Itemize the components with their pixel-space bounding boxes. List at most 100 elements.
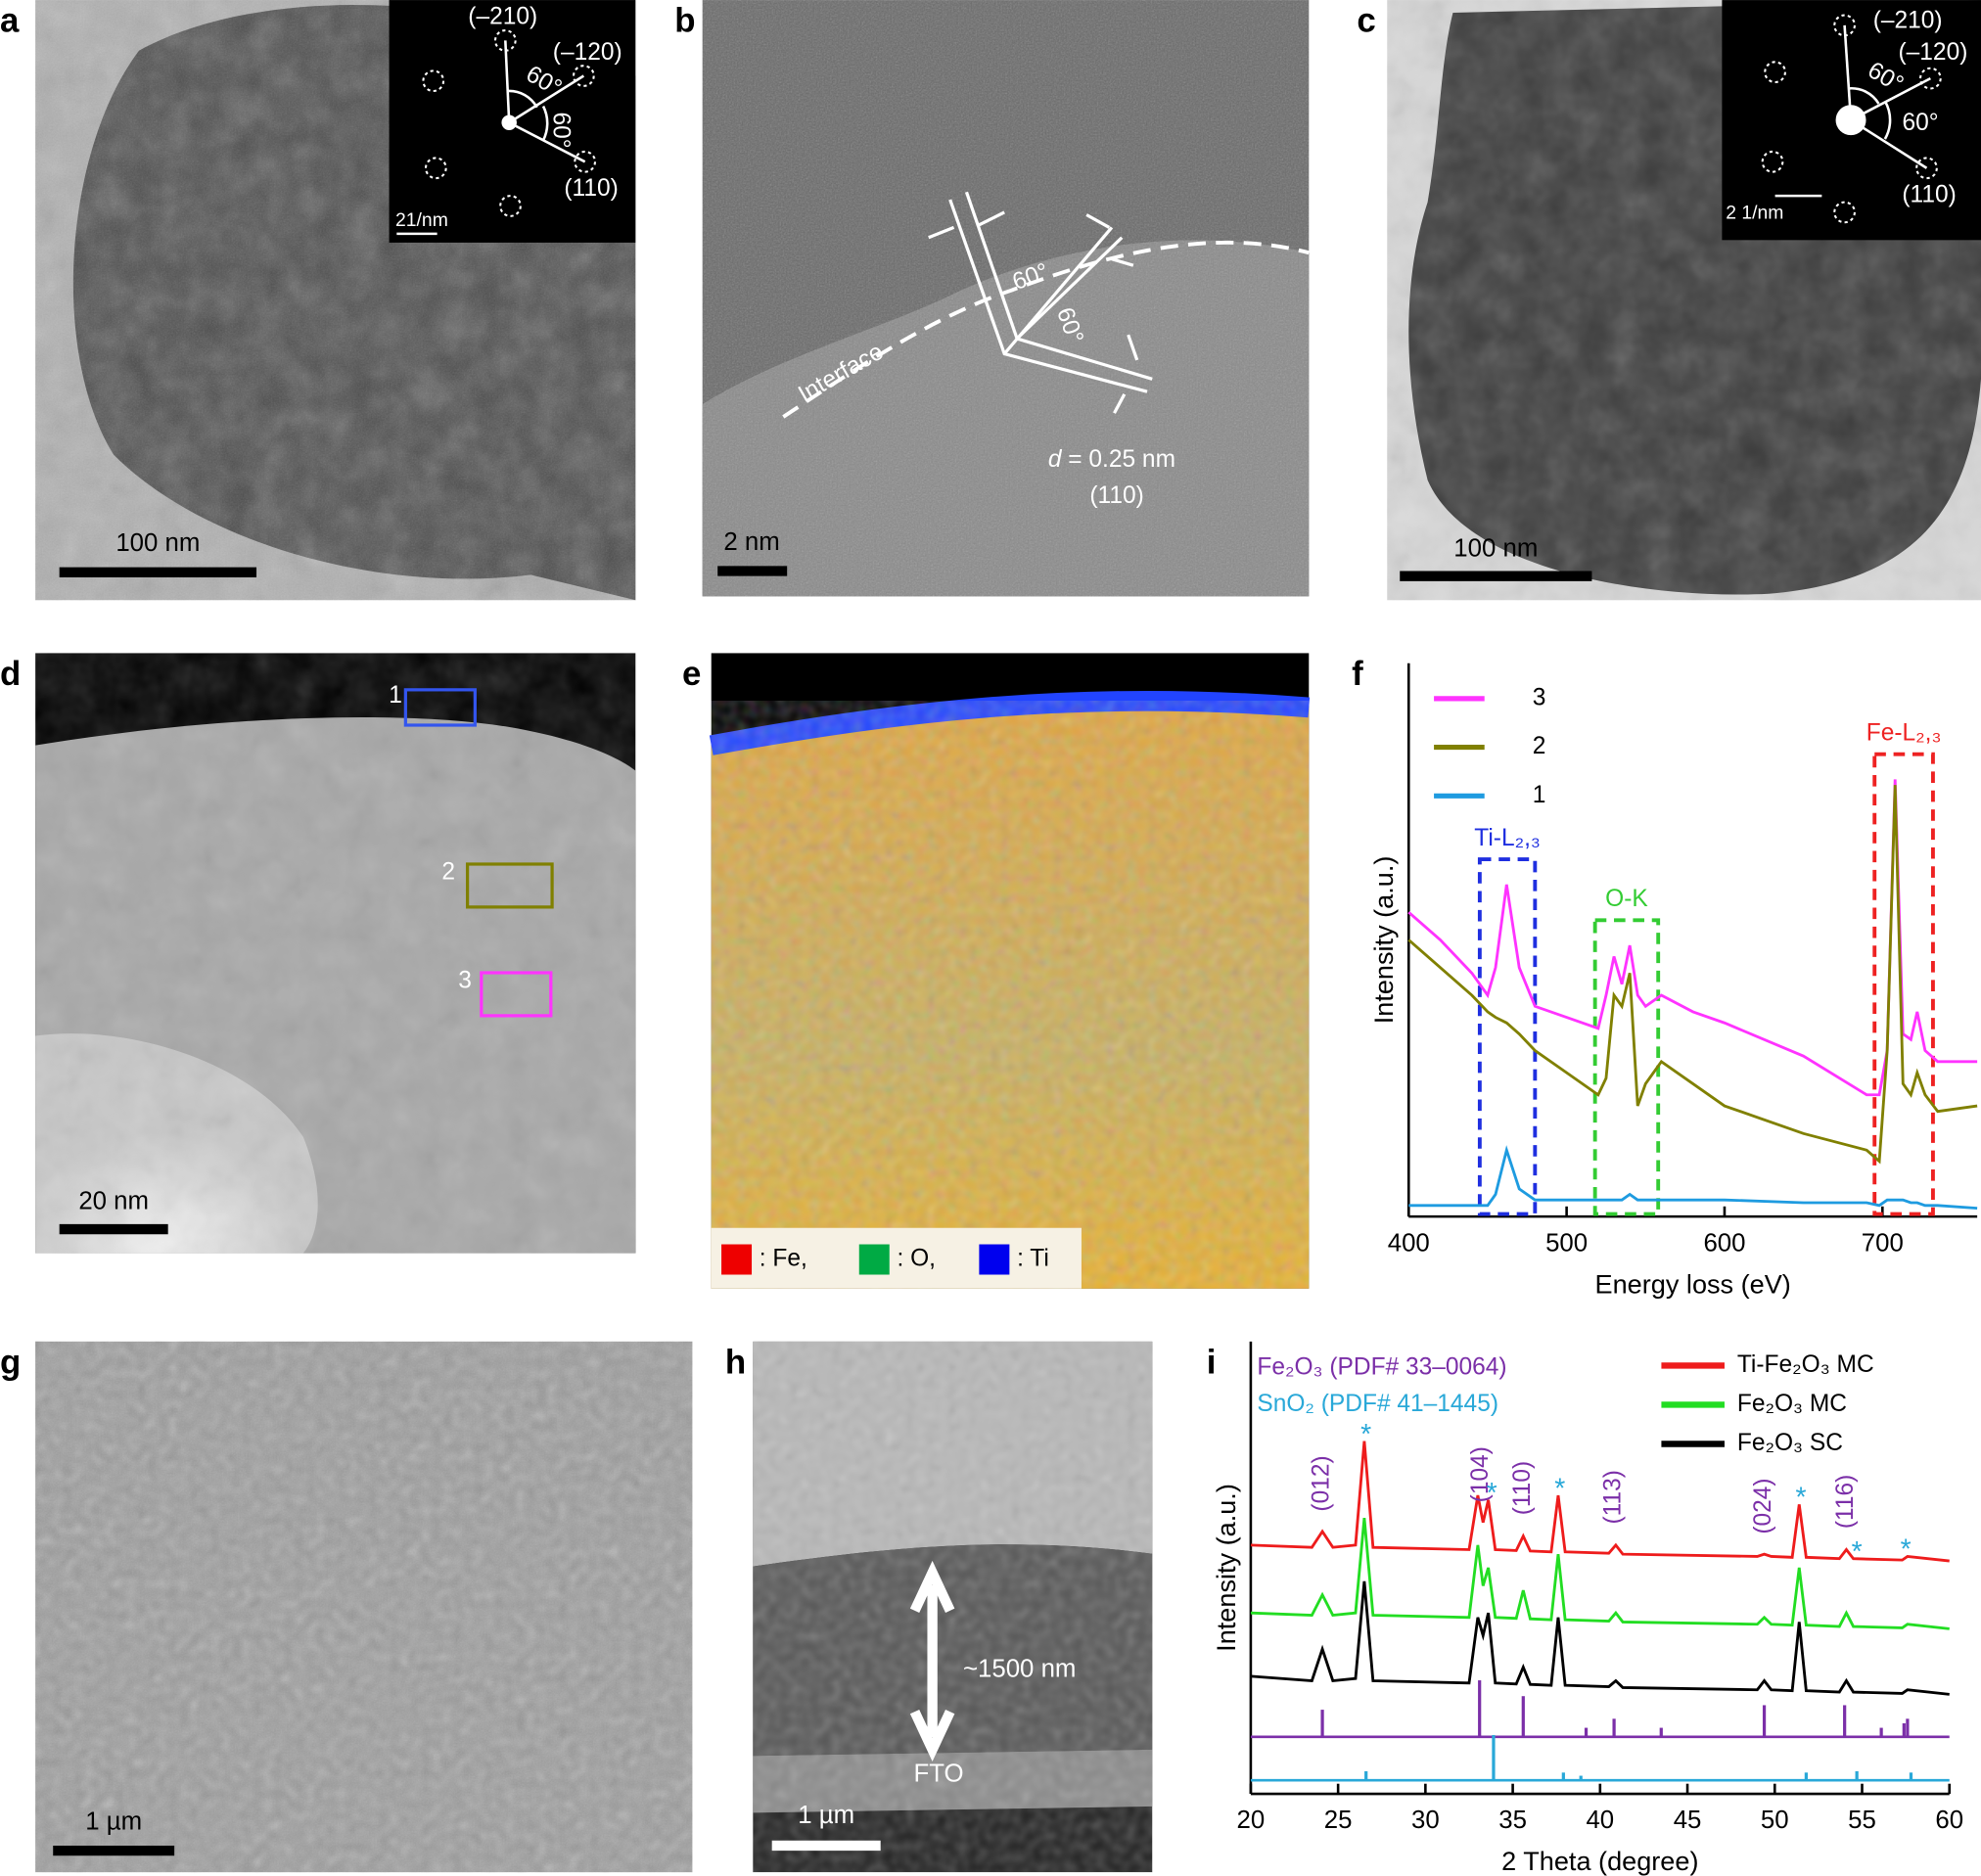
annotation-label: Ti-L₂,₃ (1474, 825, 1541, 851)
scale-label: 21/nm (395, 209, 448, 231)
scale-label: 100 nm (1453, 534, 1538, 562)
texture (702, 0, 1310, 597)
panel-a: (–210) (–120) (110) 60° 60° 21/nm 100 nm… (0, 0, 636, 601)
peak-label: (110) (1509, 1461, 1536, 1515)
panel-h: ~1500 nm FTO 1 µm h (725, 1341, 1153, 1873)
panel-letter: a (0, 2, 20, 40)
legend-swatch (979, 1244, 1010, 1275)
spot-label: (–120) (1899, 39, 1968, 66)
peak-label: (113) (1600, 1470, 1627, 1524)
panel-letter: e (682, 655, 701, 693)
plane-label: (110) (1089, 482, 1143, 509)
x-tick-label: 50 (1761, 1807, 1789, 1834)
series-line (1408, 1145, 1978, 1211)
y-axis-label: Intensity (a.u.) (1211, 1484, 1241, 1652)
star: * (1554, 1473, 1565, 1504)
spot (1833, 14, 1856, 37)
panel-letter: i (1207, 1343, 1217, 1381)
annotation-box (1872, 752, 1935, 1216)
texture (35, 653, 636, 1254)
arc (1848, 86, 1892, 140)
annotation-label: O-K (1605, 886, 1648, 912)
line (508, 121, 586, 163)
star: * (1796, 1483, 1807, 1514)
spot (422, 69, 445, 93)
spot-label: (–210) (1873, 7, 1943, 33)
scale-label: 100 nm (115, 529, 200, 557)
legend-label: : Ti (1017, 1245, 1049, 1271)
series-line (1407, 785, 1978, 1165)
lattice-lines (928, 191, 1153, 414)
angle-label: 60° (1903, 110, 1939, 136)
series-line (1250, 1518, 1950, 1630)
peak-label: (116) (1832, 1475, 1859, 1529)
spot-label: (–210) (468, 4, 537, 30)
spot (1761, 150, 1784, 173)
star: * (1487, 1478, 1497, 1509)
legend-label: 1 (1533, 782, 1546, 808)
y-axis-label: Intensity (a.u.) (1368, 856, 1399, 1025)
spot (1833, 201, 1856, 224)
spot (574, 150, 597, 173)
d-spacing: d = 0.25 nm (1048, 447, 1175, 474)
spot (499, 195, 522, 217)
peak-label: (024) (1750, 1478, 1776, 1533)
interface-line (782, 240, 1310, 419)
peak-label: (104) (1467, 1446, 1494, 1502)
x-tick-label: 30 (1411, 1807, 1440, 1834)
peak-label: (012) (1309, 1455, 1335, 1511)
angle-label: 60° (547, 112, 574, 148)
panel-letter: b (674, 2, 695, 40)
x-tick-label: 25 (1324, 1807, 1353, 1834)
x-tick-label: 45 (1674, 1807, 1702, 1834)
legend-label: Fe₂O₃ SC (1737, 1430, 1843, 1456)
diffraction: (–210) (–120) (110) 60° 60° 21/nm (395, 4, 622, 236)
scale-label: 20 nm (78, 1188, 149, 1215)
panel-letter: d (0, 655, 21, 693)
x-tick-label: 20 (1237, 1807, 1266, 1834)
x-tick-label: 35 (1498, 1807, 1527, 1834)
spot (493, 29, 517, 52)
annotation-label: Fe-L₂,₃ (1866, 719, 1942, 746)
star: * (1901, 1534, 1912, 1566)
series-line (1250, 1441, 1950, 1563)
star: * (1852, 1536, 1863, 1568)
x-tick-label: 600 (1703, 1229, 1745, 1257)
legend-label: 3 (1533, 684, 1546, 710)
star: * (1360, 1419, 1371, 1450)
spot (572, 65, 595, 87)
x-axis-label: 2 Theta (degree) (1501, 1846, 1698, 1876)
spot-label: (110) (1902, 182, 1956, 208)
region-label: 3 (458, 968, 472, 994)
legend-label: 2 (1533, 733, 1546, 759)
reference-label: Fe₂O₃ (PDF# 33–0064) (1257, 1354, 1506, 1381)
panel-letter: c (1357, 2, 1375, 40)
x-tick-label: 40 (1586, 1807, 1614, 1834)
panel-letter: h (725, 1343, 746, 1381)
scale-label: 1 µm (798, 1802, 854, 1829)
spot (424, 157, 447, 180)
texture (35, 1341, 693, 1873)
substrate-label: FTO (914, 1760, 964, 1787)
series-line (1250, 1580, 1950, 1696)
panel-letter: f (1352, 655, 1363, 693)
region-label: 1 (389, 682, 402, 709)
reference-label: SnO₂ (PDF# 41–1445) (1257, 1391, 1498, 1417)
legend-swatch (858, 1244, 890, 1275)
line (1850, 118, 1928, 169)
panel-d: 1 2 3 20 nm d (0, 653, 636, 1254)
spot-label: (–120) (553, 39, 622, 66)
legend-label: : O, (897, 1245, 936, 1271)
x-tick-label: 500 (1545, 1229, 1588, 1257)
line (504, 40, 511, 123)
panel-c: (–210) (–120) (110) 60° 60° 2 1/nm 100 n… (1357, 0, 1981, 601)
series-line (1407, 779, 1978, 1097)
legend-label: Ti-Fe₂O₃ MC (1737, 1351, 1874, 1378)
panel-b: 60° 60° Interface d = 0.25 nm (110) 2 nm… (674, 0, 1310, 597)
x-tick-label: 700 (1862, 1229, 1904, 1257)
d-value: = 0.25 nm (1061, 447, 1175, 474)
x-tick-label: 55 (1848, 1807, 1876, 1834)
panel-letter: g (0, 1343, 21, 1381)
texture (711, 701, 1310, 1289)
annotation-box (1477, 857, 1538, 1216)
